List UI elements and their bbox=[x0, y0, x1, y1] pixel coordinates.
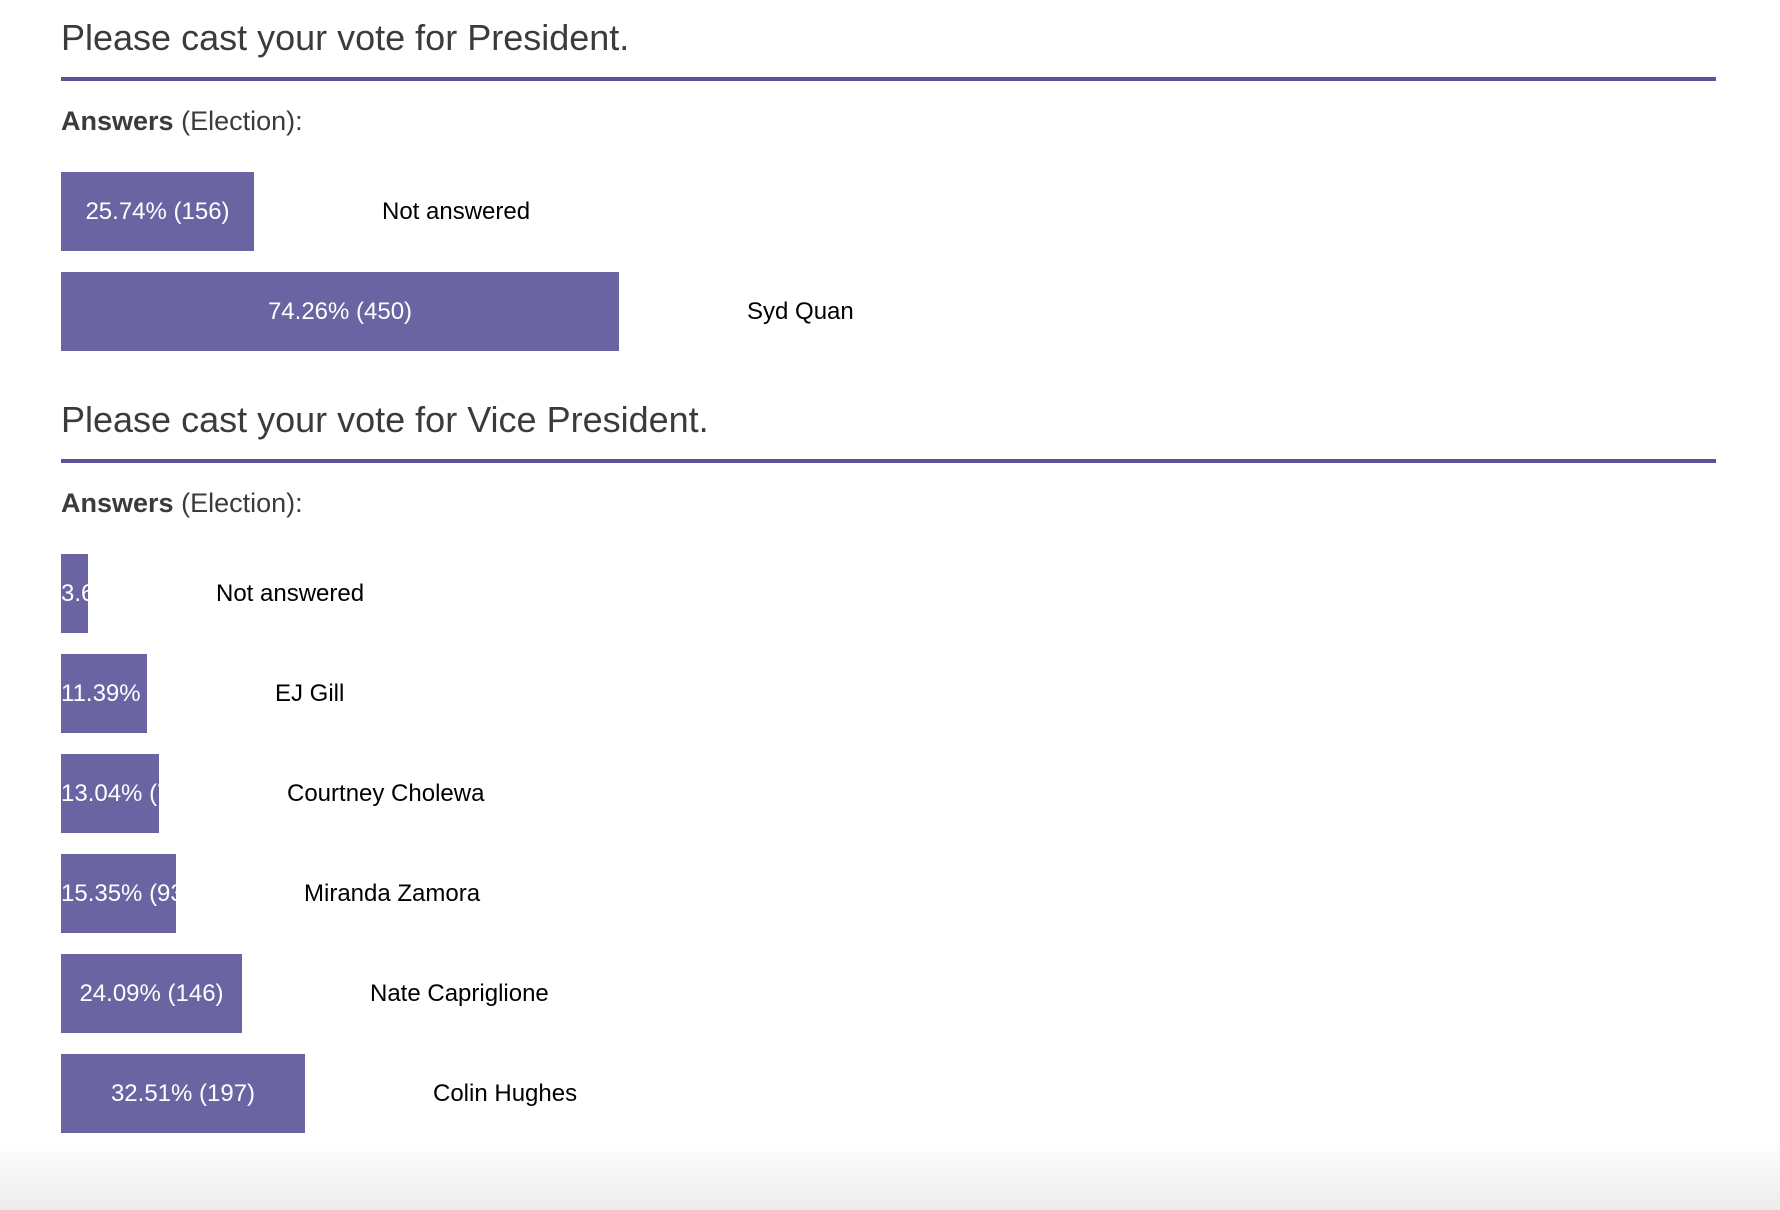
answers-label: Answers (Election): bbox=[61, 486, 303, 520]
result-answer-name: EJ Gill bbox=[275, 680, 345, 707]
result-row: 3.63% (22) Not answered bbox=[61, 554, 1461, 633]
result-bar: 25.74% (156) bbox=[61, 172, 254, 251]
result-row: 11.39% (69) EJ Gill bbox=[61, 654, 1461, 733]
result-answer-name: Courtney Cholewa bbox=[287, 780, 485, 807]
result-bar-label: 32.51% (197) bbox=[110, 1080, 256, 1107]
result-bar: 3.63% (22) bbox=[61, 554, 178, 633]
result-answer-name: Colin Hughes bbox=[433, 1080, 578, 1107]
result-bar: 74.26% (450) bbox=[61, 272, 619, 351]
result-bar-label: 11.39% (69) bbox=[61, 680, 190, 707]
answers-label-suffix: (Election): bbox=[181, 488, 303, 518]
result-bar: 32.51% (197) bbox=[61, 1054, 305, 1133]
result-row: 74.26% (450) Syd Quan bbox=[61, 272, 1461, 351]
result-bar: 11.39% (69) bbox=[61, 654, 190, 733]
question-vice-president: Please cast your vote for Vice President… bbox=[61, 398, 1716, 1138]
result-answer-name: Syd Quan bbox=[747, 298, 854, 325]
result-answer-name: Nate Capriglione bbox=[370, 980, 549, 1007]
result-row: 25.74% (156) Not answered bbox=[61, 172, 1461, 251]
result-answer-name: Miranda Zamora bbox=[304, 880, 481, 907]
result-row: 15.35% (93) Miranda Zamora bbox=[61, 854, 1461, 933]
result-bar-label: 3.63% (22) bbox=[61, 580, 179, 607]
title-divider bbox=[61, 459, 1716, 463]
result-bar: 13.04% (79) bbox=[61, 754, 192, 833]
answers-label-bold: Answers bbox=[61, 106, 174, 136]
answers-label-bold: Answers bbox=[61, 488, 174, 518]
question-title: Please cast your vote for Vice President… bbox=[61, 399, 709, 440]
result-answer-name: Not answered bbox=[216, 580, 365, 607]
result-row: 24.09% (146) Nate Capriglione bbox=[61, 954, 1461, 1033]
title-divider bbox=[61, 77, 1716, 81]
result-bar-label: 13.04% (79) bbox=[61, 780, 192, 807]
answers-label-suffix: (Election): bbox=[181, 106, 303, 136]
result-bar-label: 25.74% (156) bbox=[85, 198, 230, 225]
result-answer-name: Not answered bbox=[382, 198, 531, 225]
result-row: 32.51% (197) Colin Hughes bbox=[61, 1054, 1461, 1133]
result-row: 13.04% (79) Courtney Cholewa bbox=[61, 754, 1461, 833]
question-president: Please cast your vote for President. Ans… bbox=[61, 16, 1716, 356]
result-bar: 15.35% (93) bbox=[61, 854, 192, 933]
result-bar-label: 74.26% (450) bbox=[267, 298, 413, 325]
result-bar-label: 24.09% (146) bbox=[79, 980, 224, 1007]
result-bar: 24.09% (146) bbox=[61, 954, 242, 1033]
answers-label: Answers (Election): bbox=[61, 104, 303, 138]
result-bar-label: 15.35% (93) bbox=[61, 880, 192, 907]
page-bottom-fade bbox=[0, 1140, 1780, 1210]
question-title: Please cast your vote for President. bbox=[61, 17, 630, 58]
